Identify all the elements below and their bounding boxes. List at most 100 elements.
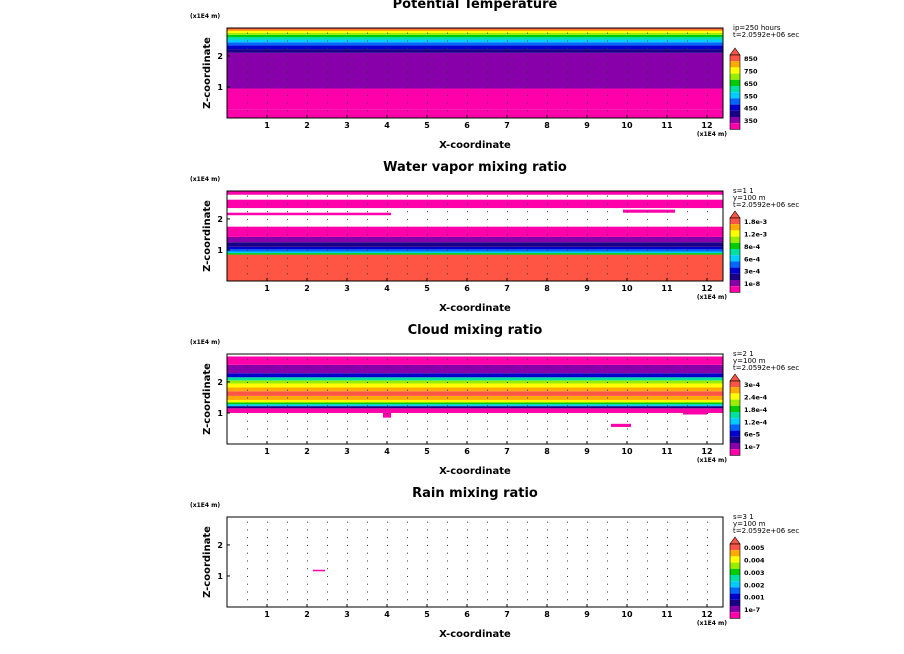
grid-dot: [507, 552, 508, 554]
legend-level-label: 550: [744, 92, 758, 100]
grid-dot: [527, 366, 528, 368]
y-axis-label: Z-coordinate: [202, 200, 213, 272]
grid-dot: [707, 265, 708, 267]
grid-dot: [487, 568, 488, 570]
grid-dot: [447, 32, 448, 34]
grid-dot: [587, 412, 588, 414]
grid-dot: [547, 568, 548, 570]
grid-dot: [507, 436, 508, 438]
grid-dot: [367, 86, 368, 88]
grid-dot: [367, 537, 368, 539]
grid-dot: [687, 405, 688, 407]
grid-dot: [707, 560, 708, 562]
grid-dot: [407, 257, 408, 259]
grid-dot: [307, 79, 308, 81]
colorbar-swatch-7: [730, 405, 740, 412]
grid-dot: [667, 242, 668, 244]
x-tick-label: 7: [504, 610, 510, 619]
grid-dot: [427, 374, 428, 376]
grid-dot: [387, 226, 388, 228]
grid-dot: [307, 568, 308, 570]
grid-dot: [267, 94, 268, 96]
grid-dot: [707, 389, 708, 391]
grid-dot: [707, 218, 708, 220]
grid-dot: [587, 560, 588, 562]
grid-dot: [447, 397, 448, 399]
grid-dot: [387, 63, 388, 65]
grid-dot: [347, 226, 348, 228]
grid-dot: [627, 428, 628, 430]
grid-dot: [467, 366, 468, 368]
grid-dot: [387, 234, 388, 236]
grid-dot: [387, 389, 388, 391]
grid-dot: [347, 374, 348, 376]
grid-dot: [547, 110, 548, 112]
grid-dot: [447, 265, 448, 267]
grid-dot: [647, 412, 648, 414]
grid-dot: [307, 537, 308, 539]
grid-dot: [447, 583, 448, 585]
grid-dot: [467, 110, 468, 112]
grid-dot: [667, 273, 668, 275]
grid-dot: [407, 583, 408, 585]
grid-dot: [247, 203, 248, 205]
grid-dot: [407, 273, 408, 275]
grid-dot: [607, 55, 608, 57]
grid-dot: [387, 575, 388, 577]
grid-dot: [347, 366, 348, 368]
grid-dot: [347, 529, 348, 531]
grid-dot: [607, 420, 608, 422]
grid-dot: [407, 86, 408, 88]
grid-dot: [507, 242, 508, 244]
grid-dot: [287, 575, 288, 577]
grid-dot: [507, 583, 508, 585]
grid-dot: [687, 397, 688, 399]
contour-band-10: [227, 380, 723, 384]
grid-dot: [547, 55, 548, 57]
grid-dot: [487, 428, 488, 430]
x-tick-label: 1: [264, 284, 270, 293]
grid-dot: [547, 48, 548, 50]
grid-dot: [247, 48, 248, 50]
grid-dot: [447, 48, 448, 50]
grid-dot: [247, 195, 248, 197]
grid-dot: [607, 599, 608, 601]
grid-dot: [467, 428, 468, 430]
grid-dot: [487, 405, 488, 407]
info-text: t=2.0592e+06 sec: [733, 31, 799, 39]
grid-dot: [627, 218, 628, 220]
plot-area: [227, 517, 723, 607]
contour-band-13: [227, 364, 723, 374]
grid-dot: [607, 397, 608, 399]
grid-dot: [447, 374, 448, 376]
grid-dot: [647, 55, 648, 57]
colorbar-swatch-5: [730, 92, 740, 99]
grid-dot: [447, 86, 448, 88]
grid-dot: [627, 79, 628, 81]
grid-dot: [647, 110, 648, 112]
grid-dot: [507, 71, 508, 73]
grid-dot: [647, 40, 648, 42]
grid-dot: [387, 94, 388, 96]
grid-dot: [427, 94, 428, 96]
grid-dot: [307, 71, 308, 73]
grid-dot: [567, 358, 568, 360]
grid-dot: [587, 552, 588, 554]
grid-dot: [687, 552, 688, 554]
grid-dot: [447, 358, 448, 360]
grid-dot: [287, 71, 288, 73]
grid-dot: [307, 110, 308, 112]
grid-dot: [307, 265, 308, 267]
grid-dot: [607, 358, 608, 360]
grid-dot: [527, 195, 528, 197]
grid-dot: [607, 537, 608, 539]
grid-dot: [407, 40, 408, 42]
grid-dot: [367, 420, 368, 422]
grid-dot: [667, 102, 668, 104]
grid-dot: [367, 412, 368, 414]
grid-dot: [387, 32, 388, 34]
grid-dot: [487, 218, 488, 220]
grid-dot: [647, 575, 648, 577]
grid-dot: [667, 412, 668, 414]
